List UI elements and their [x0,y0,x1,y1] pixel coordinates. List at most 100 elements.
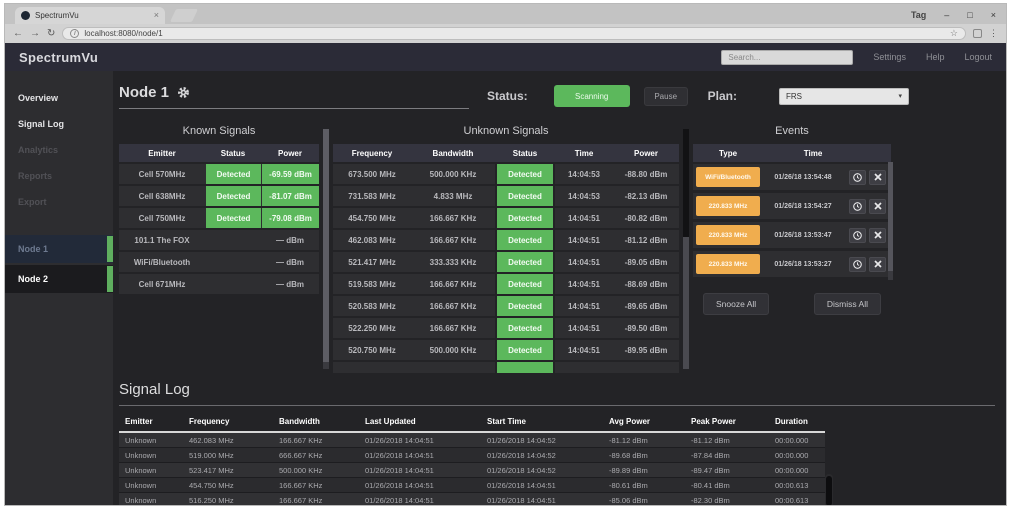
new-tab-button[interactable] [169,9,199,22]
status-cell: Detected [495,318,555,338]
search-input[interactable] [721,49,854,65]
status-cell [205,252,261,272]
status-cell: Detected [495,340,555,360]
pause-button[interactable]: Pause [643,86,688,106]
info-icon[interactable]: i [70,29,80,38]
status-cell [205,274,261,294]
browser-tab[interactable]: SpectrumVu × [15,7,165,24]
snooze-all-button[interactable]: Snooze All [703,293,770,315]
snooze-clock-icon[interactable] [849,169,866,185]
known-signals-scrollbar[interactable] [323,129,329,369]
chevron-down-icon: ▾ [898,93,903,100]
nav-link-settings[interactable]: Settings [873,52,906,62]
table-row: Unknown 519.000 MHz 666.667 KHz 01/26/2018 … [119,448,825,463]
sidebar-item-signal-log[interactable]: Signal Log [18,119,64,129]
forward-icon[interactable]: → [30,27,40,39]
avg-power-cell: -89.68 dBm [609,450,648,460]
frequency-cell: 520.583 MHz [348,301,396,311]
nav-link-help[interactable]: Help [925,52,945,62]
extension-icon[interactable] [973,29,982,38]
dismiss-x-icon[interactable] [869,169,886,185]
table-row: 522.250 MHz 166.667 KHz Detected 14:04:51 -8… [333,318,679,338]
event-time: 01/26/18 13:53:47 [774,231,832,239]
minimize-icon[interactable]: – [944,10,950,20]
status-cell: Detected [495,186,555,206]
status-cell: Detected [205,186,261,206]
power-cell: -88.80 dBm [624,169,668,179]
bandwidth-cell: 166.667 KHz [429,279,477,289]
bandwidth-cell: 666.667 KHz [279,450,323,460]
avg-power-cell: -89.89 dBm [609,465,648,475]
status-cell: Detected [495,230,555,250]
emitter-cell: Unknown [125,480,157,490]
close-icon[interactable]: × [990,10,996,20]
events-panel: Events Type Time WiFi/Bluetooth 01/26/18 1… [693,125,893,373]
table-row: 731.583 MHz 4.833 MHz Detected 14:04:53 -82.… [333,186,679,206]
time-cell: 14:04:51 [567,235,601,245]
bandwidth-cell: 166.667 KHz [429,323,477,333]
maximize-icon[interactable]: □ [967,10,973,20]
power-cell: -89.95 dBm [624,345,668,355]
bandwidth-cell: 166.667 KHz [279,495,323,505]
sidebar-node-1[interactable]: Node 1 [5,235,113,263]
back-icon[interactable]: ← [13,27,23,39]
browser-profile-label[interactable]: Tag [910,10,927,20]
column-header: Power [277,148,302,158]
unknown-signals-scrollbar[interactable] [683,129,689,369]
emitter-cell: Cell 750MHz [138,213,186,223]
bandwidth-cell: 4.833 MHz [433,191,473,201]
tab-close-icon[interactable]: × [153,10,159,20]
bandwidth-cell: 333.333 KHz [429,257,477,267]
sidebar-node-2[interactable]: Node 2 [5,265,113,293]
dismiss-all-button[interactable]: Dismiss All [813,293,881,315]
sidebar-item-analytics: Analytics [18,145,59,155]
browser-menu-icon[interactable]: ⋮ [989,28,998,38]
column-header: Avg Power [609,416,651,426]
dismiss-x-icon[interactable] [869,227,886,243]
snooze-clock-icon[interactable] [849,198,866,214]
refresh-icon[interactable]: ↻ [47,27,56,39]
column-header: Bandwidth [432,148,474,158]
scanning-button[interactable]: Scanning [553,85,630,107]
frequency-cell: 454.750 MHz [348,213,396,223]
power-cell: -89.05 dBm [624,257,668,267]
node-status-bar [107,266,113,292]
sidebar: Overview Signal Log Analytics Reports Export… [5,71,113,505]
address-bar[interactable]: i localhost:8080/node/1 ☆ [62,27,966,40]
emitter-cell: Cell 638MHz [138,191,186,201]
gear-icon[interactable] [177,86,190,99]
plan-select[interactable]: FRS ▾ [779,87,910,105]
sidebar-item-export: Export [18,197,47,207]
dismiss-x-icon[interactable] [869,198,886,214]
dismiss-x-icon[interactable] [869,256,886,272]
last-updated-cell: 01/26/2018 14:04:51 [365,450,434,460]
page-header: Node 1 Status: Scanning Pause Plan: FRS … [119,81,1006,111]
emitter-cell: 101.1 The FOX [134,235,190,245]
known-signals-panel: Known Signals Emitter Status Power Cell 57… [119,125,319,373]
table-row: Unknown 516.250 MHz 166.667 KHz 01/26/2018 … [119,493,825,505]
plan-selected-value: FRS [786,91,803,101]
events-title: Events [775,125,809,137]
bookmark-star-icon[interactable]: ☆ [949,28,958,38]
frequency-cell: 454.750 MHz [189,480,234,490]
bandwidth-cell [411,362,495,373]
sidebar-item-overview[interactable]: Overview [18,93,59,103]
peak-power-cell: -89.47 dBm [691,465,730,475]
status-cell: Detected [205,208,261,228]
table-row: 521.417 MHz 333.333 KHz Detected 14:04:51 -8… [333,252,679,272]
snooze-clock-icon[interactable] [849,256,866,272]
plan-label: Plan: [707,89,738,103]
snooze-clock-icon[interactable] [849,227,866,243]
nav-link-logout[interactable]: Logout [964,52,992,62]
avg-power-cell: -85.06 dBm [609,495,648,505]
power-cell: -69.59 dBm [261,164,319,184]
signal-log-scrollbar[interactable] [825,474,833,505]
signal-log-section: Signal Log Emitter Frequency Bandwidth Last… [119,377,1006,505]
power-cell: -79.08 dBm [261,208,319,228]
table-row: Cell 750MHz Detected -79.08 dBm [119,208,319,228]
last-updated-cell: 01/26/2018 14:04:51 [365,495,434,505]
status-label: Status: [487,89,528,103]
signal-log-table: Emitter Frequency Bandwidth Last Updated Sta… [119,414,825,505]
events-scrollbar[interactable] [888,162,893,280]
